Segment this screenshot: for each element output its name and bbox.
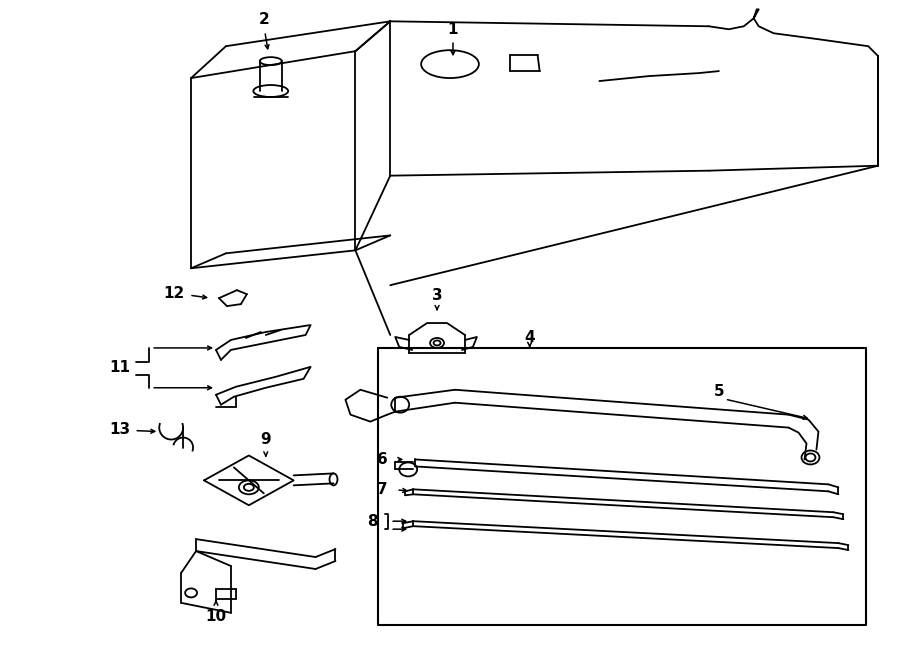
Text: 3: 3 xyxy=(432,288,443,303)
Text: 12: 12 xyxy=(164,286,184,301)
Text: 10: 10 xyxy=(205,609,227,624)
Text: 5: 5 xyxy=(714,384,724,399)
Text: 2: 2 xyxy=(258,12,269,27)
Text: 9: 9 xyxy=(260,432,271,447)
Text: 11: 11 xyxy=(109,360,130,375)
Text: 1: 1 xyxy=(447,22,458,37)
Text: 4: 4 xyxy=(525,330,535,346)
Text: 7: 7 xyxy=(377,482,388,497)
Text: 6: 6 xyxy=(377,452,388,467)
Text: 13: 13 xyxy=(109,422,130,437)
Text: 8: 8 xyxy=(367,514,378,529)
